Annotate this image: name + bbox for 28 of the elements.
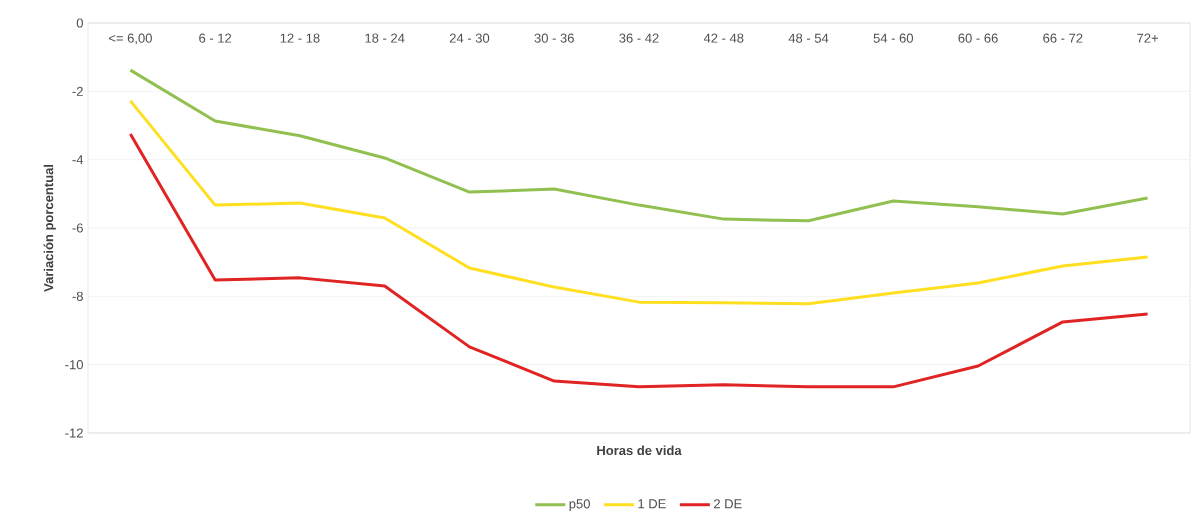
x-tick-label: 60 - 66 bbox=[958, 33, 998, 43]
x-tick-label: 72+ bbox=[1137, 33, 1158, 43]
line-series bbox=[128, 99, 1150, 306]
x-tick-label: 24 - 30 bbox=[449, 33, 490, 43]
y-axis-title: Variación porcentual bbox=[43, 164, 56, 292]
x-axis-title: Horas de vida bbox=[597, 445, 682, 456]
x-tick-label: 48 - 54 bbox=[788, 33, 829, 43]
y-tick-label: -10 bbox=[65, 360, 83, 370]
line-series bbox=[128, 68, 1150, 223]
x-tick-label: 36 - 42 bbox=[619, 33, 659, 43]
y-tick-label: -8 bbox=[72, 291, 83, 301]
legend-label: 2 DE bbox=[714, 499, 742, 509]
y-tick-label: -12 bbox=[65, 428, 83, 438]
y-tick-label: -4 bbox=[72, 155, 84, 165]
x-tick-label: 54 - 60 bbox=[873, 33, 914, 43]
x-tick-label: <= 6,00 bbox=[108, 33, 152, 45]
x-tick-label: 30 - 36 bbox=[534, 33, 574, 43]
y-tick-label: -6 bbox=[72, 223, 83, 233]
legend-label: 1 DE bbox=[638, 499, 666, 509]
x-tick-label: 6 - 12 bbox=[199, 33, 232, 43]
y-tick-label: 0 bbox=[76, 18, 83, 28]
legend-label: p50 bbox=[569, 499, 590, 511]
x-tick-label: 12 - 18 bbox=[280, 33, 320, 43]
x-tick-label: 42 - 48 bbox=[703, 33, 744, 43]
line-series bbox=[128, 132, 1150, 389]
y-tick-label: -2 bbox=[72, 86, 83, 96]
x-tick-label: 18 - 24 bbox=[365, 33, 405, 43]
x-tick-label: 66 - 72 bbox=[1043, 33, 1083, 43]
